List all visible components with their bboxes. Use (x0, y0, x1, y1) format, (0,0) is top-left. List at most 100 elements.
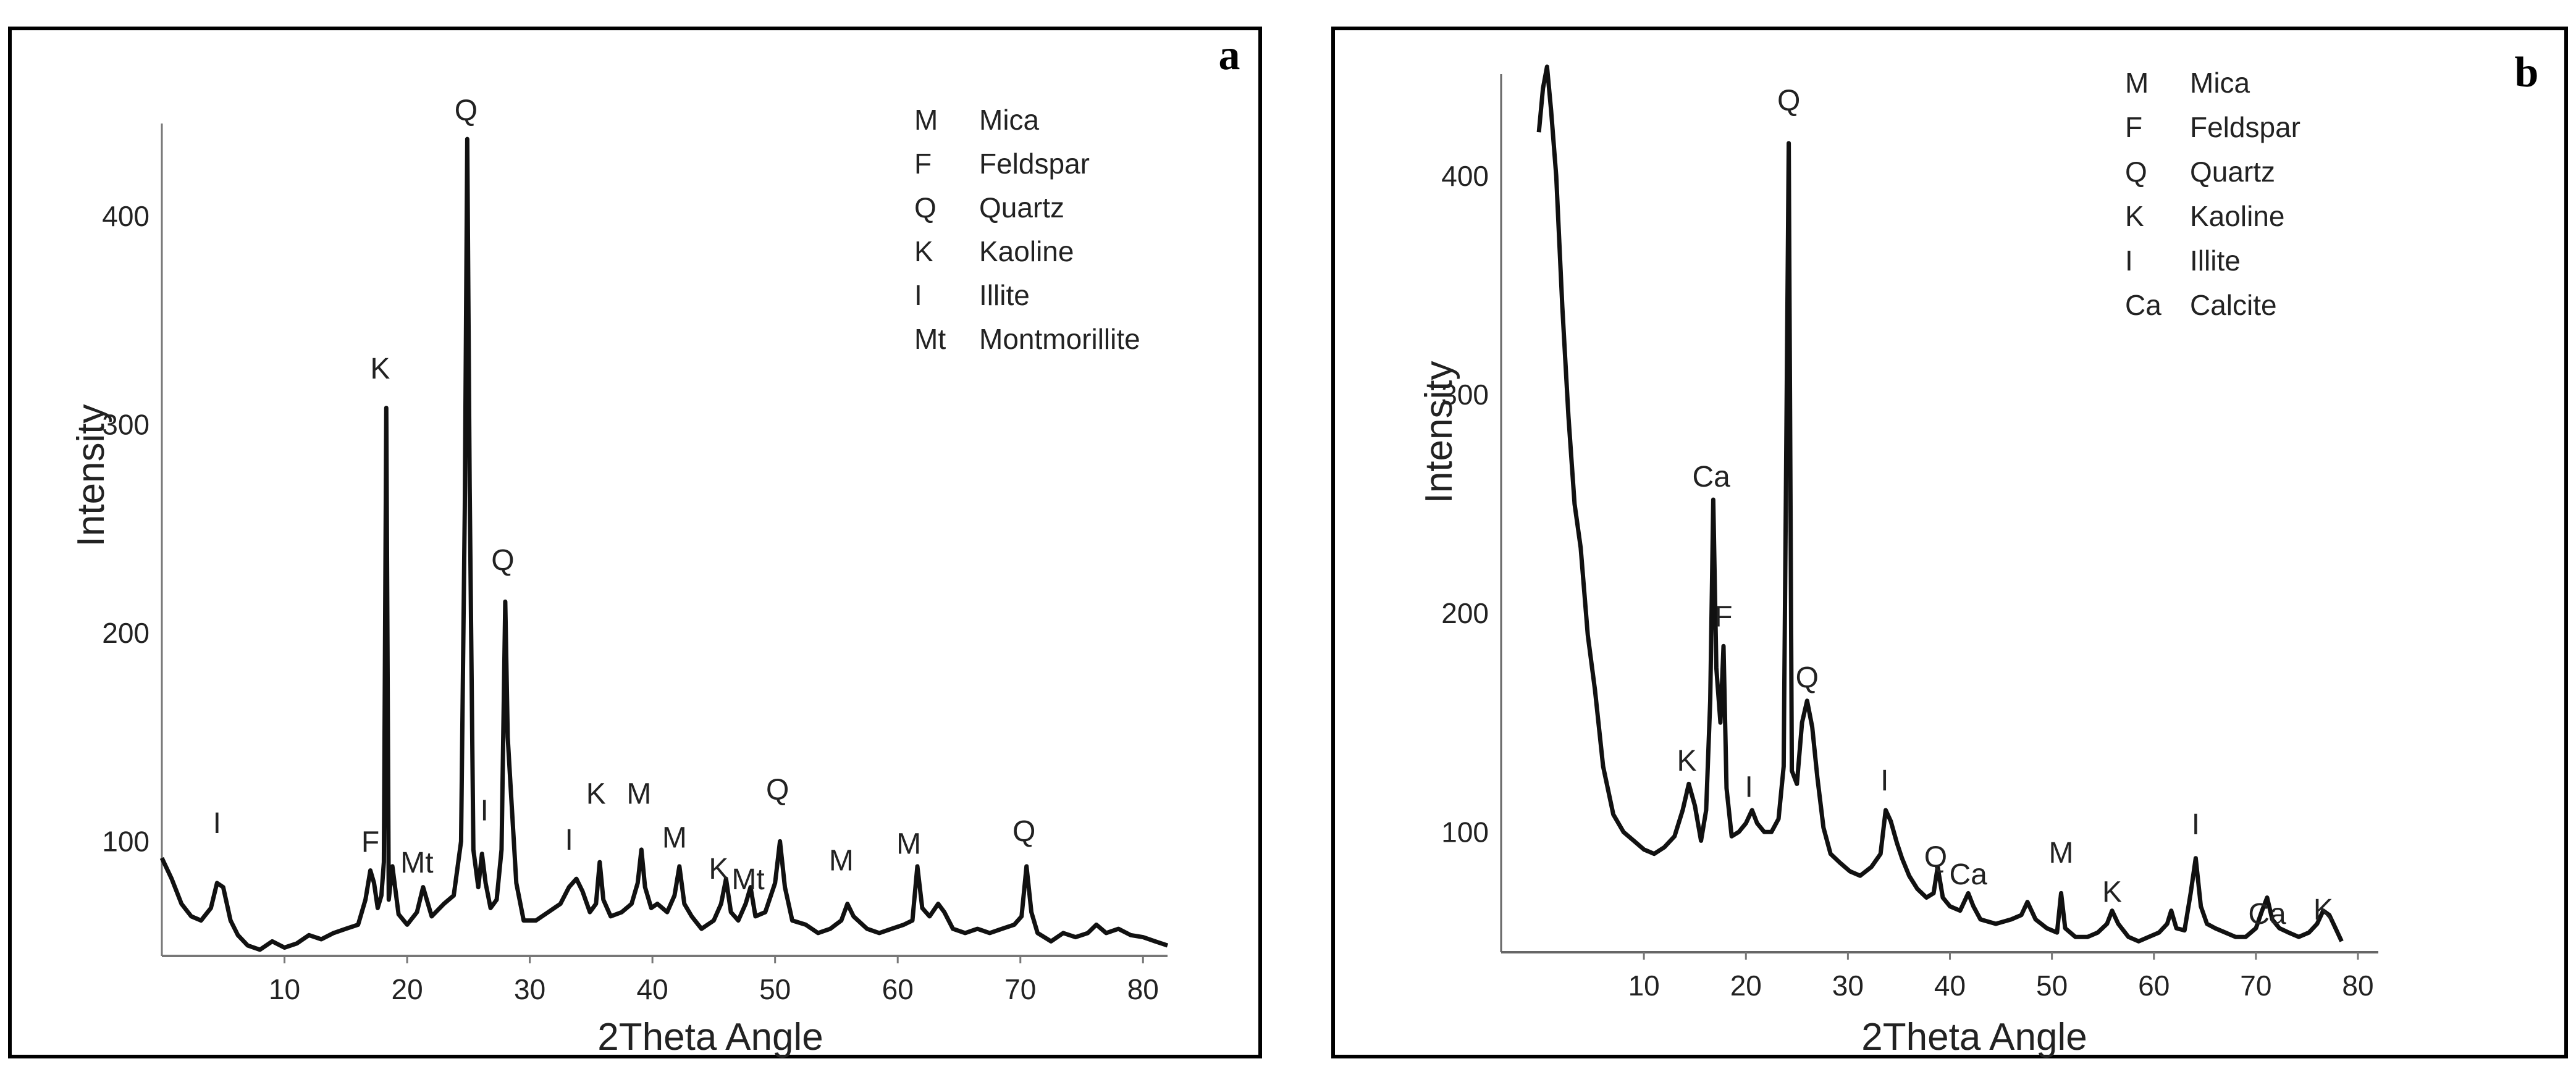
x-tick-label: 20 (391, 973, 423, 1005)
legend-symbol: Ca (2125, 289, 2161, 321)
x-tick-label: 80 (1127, 973, 1159, 1005)
panel-b-legend: M Mica F Feldspar Q Quartz K Kaoline I Illite Ca Ca… (2125, 67, 2300, 321)
peak-label: I (213, 807, 221, 840)
legend-name: Quartz (2190, 156, 2275, 188)
legend-name: Feldspar (2190, 111, 2300, 143)
panel-a: a 2Theta Angle Intensity M Mica F Feldspar Q… (8, 27, 1262, 1058)
x-tick-label: 10 (269, 973, 300, 1005)
panel-b-x-axis-title: 2Theta Angle (1861, 1016, 2087, 1058)
peak-label: K (709, 853, 728, 886)
legend-symbol: K (914, 235, 933, 267)
peak-label: I (565, 824, 573, 857)
peak-label: Mt (731, 863, 764, 896)
panel-a-x-axis-title: 2Theta Angle (597, 1016, 823, 1058)
peak-label: K (586, 778, 606, 811)
x-tick-label: 50 (759, 973, 791, 1005)
legend-symbol: I (914, 279, 922, 311)
peak-label: M (662, 822, 687, 855)
x-tick-label: 50 (2036, 970, 2068, 1002)
legend-symbol: Q (2125, 156, 2147, 188)
legend-name: Mica (979, 104, 1040, 136)
peak-label: I (2192, 808, 2200, 841)
legend-name: Illite (2190, 245, 2241, 277)
panel-a-legend: M Mica F Feldspar Q Quartz K Kaoline I Illite Mt Mo… (914, 104, 1140, 355)
y-tick-label: 300 (1441, 379, 1489, 411)
x-tick-label: 60 (882, 973, 914, 1005)
peak-label: I (1880, 765, 1888, 797)
panel-b-y-ticks: 100 200 300 400 (1441, 160, 1489, 848)
peak-label: K (2313, 894, 2333, 926)
panel-a-x-ticks: 10 20 30 40 50 60 70 80 (269, 956, 1159, 1005)
legend-name: Kaoline (979, 235, 1074, 267)
panel-b: b 2Theta Angle Intensity M Mica F Feldspar Q… (1331, 27, 2568, 1058)
x-tick-label: 70 (2240, 970, 2271, 1002)
legend-name: Calcite (2190, 289, 2277, 321)
peak-label: Q (766, 774, 789, 806)
y-tick-label: 200 (102, 617, 149, 649)
peak-label: Ca (2248, 898, 2286, 931)
x-tick-label: 30 (1832, 970, 1864, 1002)
y-tick-label: 400 (102, 200, 149, 232)
x-tick-label: 10 (1628, 970, 1660, 1002)
legend-name: Kaoline (2190, 200, 2284, 232)
legend-name: Illite (979, 279, 1030, 311)
x-tick-label: 80 (2342, 970, 2373, 1002)
y-tick-label: 400 (1441, 160, 1489, 192)
peak-label: Q (1012, 815, 1035, 848)
x-tick-label: 60 (2138, 970, 2170, 1002)
panel-b-label: b (2515, 49, 2539, 96)
legend-name: Montmorillite (979, 323, 1140, 355)
peak-label: Ca (1950, 858, 1988, 891)
peak-label: Q (1924, 841, 1947, 874)
x-tick-label: 20 (1730, 970, 1762, 1002)
x-tick-label: 30 (514, 973, 545, 1005)
y-tick-label: 200 (1441, 597, 1489, 629)
peak-label: F (361, 826, 379, 858)
peak-label: Q (1777, 85, 1800, 117)
y-tick-label: 100 (1441, 816, 1489, 848)
panel-a-y-axis-title: Intensity (70, 404, 112, 547)
y-tick-label: 300 (102, 408, 149, 440)
peak-label: M (626, 778, 651, 811)
peak-label: M (829, 845, 854, 878)
panel-a-y-ticks: 100 200 300 400 (102, 200, 149, 857)
legend-symbol: K (2125, 200, 2144, 232)
panel-a-frame (8, 27, 1262, 1058)
panel-b-y-axis-title: Intensity (1418, 361, 1460, 504)
legend-symbol: M (914, 104, 938, 136)
peak-label: F (1714, 600, 1732, 633)
peak-label: Q (1796, 662, 1819, 695)
y-tick-label: 100 (102, 825, 149, 857)
legend-name: Mica (2190, 67, 2250, 99)
legend-symbol: Q (914, 191, 937, 224)
peak-label: K (2102, 876, 2122, 909)
legend-name: Quartz (979, 191, 1064, 224)
legend-name: Feldspar (979, 148, 1090, 180)
legend-symbol: Mt (914, 323, 946, 355)
legend-symbol: I (2125, 245, 2133, 277)
x-tick-label: 40 (1934, 970, 1966, 1002)
panel-b-frame (1331, 27, 2568, 1058)
peak-label: K (1677, 745, 1697, 777)
peak-label: I (480, 795, 488, 827)
peak-label: M (2048, 837, 2073, 869)
x-tick-label: 70 (1004, 973, 1036, 1005)
legend-symbol: F (914, 148, 932, 180)
xrd-series-line (1536, 64, 2344, 944)
legend-symbol: M (2125, 67, 2149, 99)
x-tick-label: 40 (637, 973, 668, 1005)
peak-label: Q (455, 94, 478, 127)
peak-label: M (896, 828, 921, 861)
panel-b-series (1536, 64, 2344, 944)
legend-symbol: F (2125, 111, 2142, 143)
peak-label: Ca (1692, 461, 1730, 493)
peak-label: Q (491, 545, 514, 577)
peak-label: I (1745, 771, 1753, 804)
peak-label: K (370, 353, 390, 385)
panel-a-label: a (1219, 31, 1240, 79)
peak-label: Mt (400, 847, 433, 879)
